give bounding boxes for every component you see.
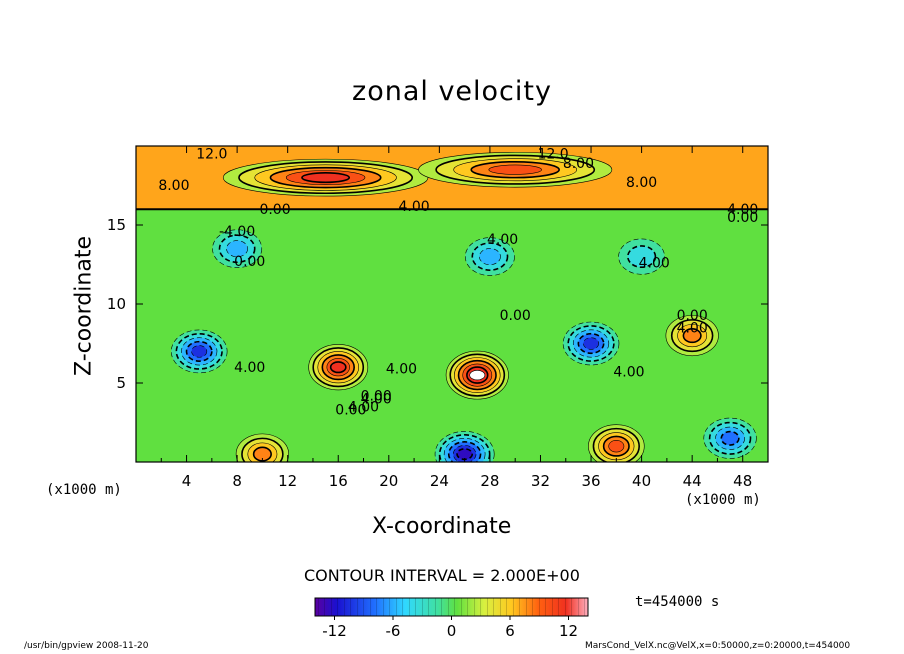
colorbar-tick-label: 12 bbox=[559, 622, 578, 640]
contour-label: 0.00 bbox=[234, 254, 265, 270]
contour-level-3-6 bbox=[456, 448, 474, 461]
contour-label: 8.00 bbox=[626, 175, 657, 191]
x-tick-label: 32 bbox=[531, 472, 550, 490]
x-tick-label: 48 bbox=[733, 472, 752, 490]
plot-area: 12.0 12.08.008.00 8.000.00 4.00 4.000.00-4.0… bbox=[136, 146, 768, 462]
contour-label: 4.00 bbox=[639, 256, 670, 272]
footer-right: MarsCond_VelX.nc@VelX,x=0:50000,z=0:2000… bbox=[585, 641, 851, 651]
x-tick-label: 40 bbox=[632, 472, 651, 490]
contour-label: 4.00 bbox=[727, 202, 758, 218]
contour-label: 4.00 bbox=[386, 362, 417, 378]
x-tick-label: 28 bbox=[480, 472, 499, 490]
colorbar-tick-label: 6 bbox=[505, 622, 515, 640]
colorbar-tick-label: 0 bbox=[447, 622, 457, 640]
chart-title: zonal velocity bbox=[352, 76, 552, 107]
colorbar-tick-label: -12 bbox=[322, 622, 347, 640]
contour-level-1-6 bbox=[329, 361, 347, 374]
x-tick-label: 8 bbox=[232, 472, 242, 490]
colorbar: -12 -6 0 6 12 bbox=[314, 597, 589, 640]
contour-label: 12.0 bbox=[196, 147, 227, 163]
x-tick-label: 44 bbox=[683, 472, 702, 490]
heatmap-field: 12.0 12.08.008.00 8.000.00 4.00 4.000.00-4.0… bbox=[136, 146, 768, 462]
contour-label: 4.00 bbox=[361, 392, 392, 408]
x-tick-label: 16 bbox=[329, 472, 348, 490]
y-tick-label: 15 bbox=[107, 216, 126, 234]
contour-label: 0.00 bbox=[335, 403, 366, 419]
contour-label: 0.00 bbox=[361, 388, 392, 404]
contour-level-6-4 bbox=[682, 328, 702, 344]
contour-level-5-5 bbox=[608, 440, 625, 453]
contour-level-10-5 bbox=[488, 164, 542, 175]
contour-level-13-2 bbox=[626, 245, 657, 269]
contour-level-12-3 bbox=[479, 248, 501, 266]
colorbar-divisions bbox=[315, 598, 588, 616]
contour-label: 0.00 bbox=[677, 308, 708, 324]
y-tick-label: 5 bbox=[116, 374, 126, 392]
x-axis-label: X-coordinate bbox=[372, 514, 512, 539]
contour-label: 4.00 bbox=[398, 199, 429, 215]
footer-left: /usr/bin/gpview 2008-11-20 bbox=[24, 641, 149, 651]
contour-level-11-3 bbox=[226, 240, 248, 258]
x-tick-label: 4 bbox=[182, 472, 192, 490]
contour-label: 4.00 bbox=[677, 320, 708, 336]
contour-level-2-7 bbox=[469, 369, 486, 381]
contour-label: 4.00 bbox=[234, 360, 265, 376]
contour-level-4-5 bbox=[583, 337, 599, 350]
x-tick-label: 20 bbox=[379, 472, 398, 490]
contour-label: 8.00 bbox=[158, 178, 189, 194]
contour-label: 0.00 bbox=[259, 202, 290, 218]
contour-level-0-5 bbox=[191, 345, 208, 358]
contour-label: 4.00 bbox=[487, 232, 518, 248]
contour-label: 8.00 bbox=[563, 156, 594, 172]
x-tick-label: 36 bbox=[581, 472, 600, 490]
colorbar-tick-label: -6 bbox=[386, 622, 401, 640]
x-unit-right: (x1000 m) bbox=[685, 492, 761, 508]
y-axis-label: Z-coordinate bbox=[71, 236, 97, 376]
y-tick-label: 10 bbox=[107, 295, 126, 313]
x-tick-label: 24 bbox=[430, 472, 449, 490]
contour-label: -4.00 bbox=[219, 224, 255, 240]
contour-level-7-4 bbox=[720, 430, 740, 446]
contour-label: 0.00 bbox=[500, 308, 531, 324]
contour-level-9-6 bbox=[301, 172, 351, 184]
x-tick-label: 12 bbox=[278, 472, 297, 490]
contour-label: 0.00 bbox=[727, 210, 758, 226]
x-unit-left: (x1000 m) bbox=[46, 482, 122, 498]
contour-label: 12.0 bbox=[538, 147, 569, 163]
contour-interval: CONTOUR INTERVAL = 2.000E+00 bbox=[304, 566, 580, 585]
time-stamp: t=454000 s bbox=[635, 594, 720, 610]
contour-label: 4.00 bbox=[613, 365, 644, 381]
contour-label: 4.00 bbox=[348, 399, 379, 415]
